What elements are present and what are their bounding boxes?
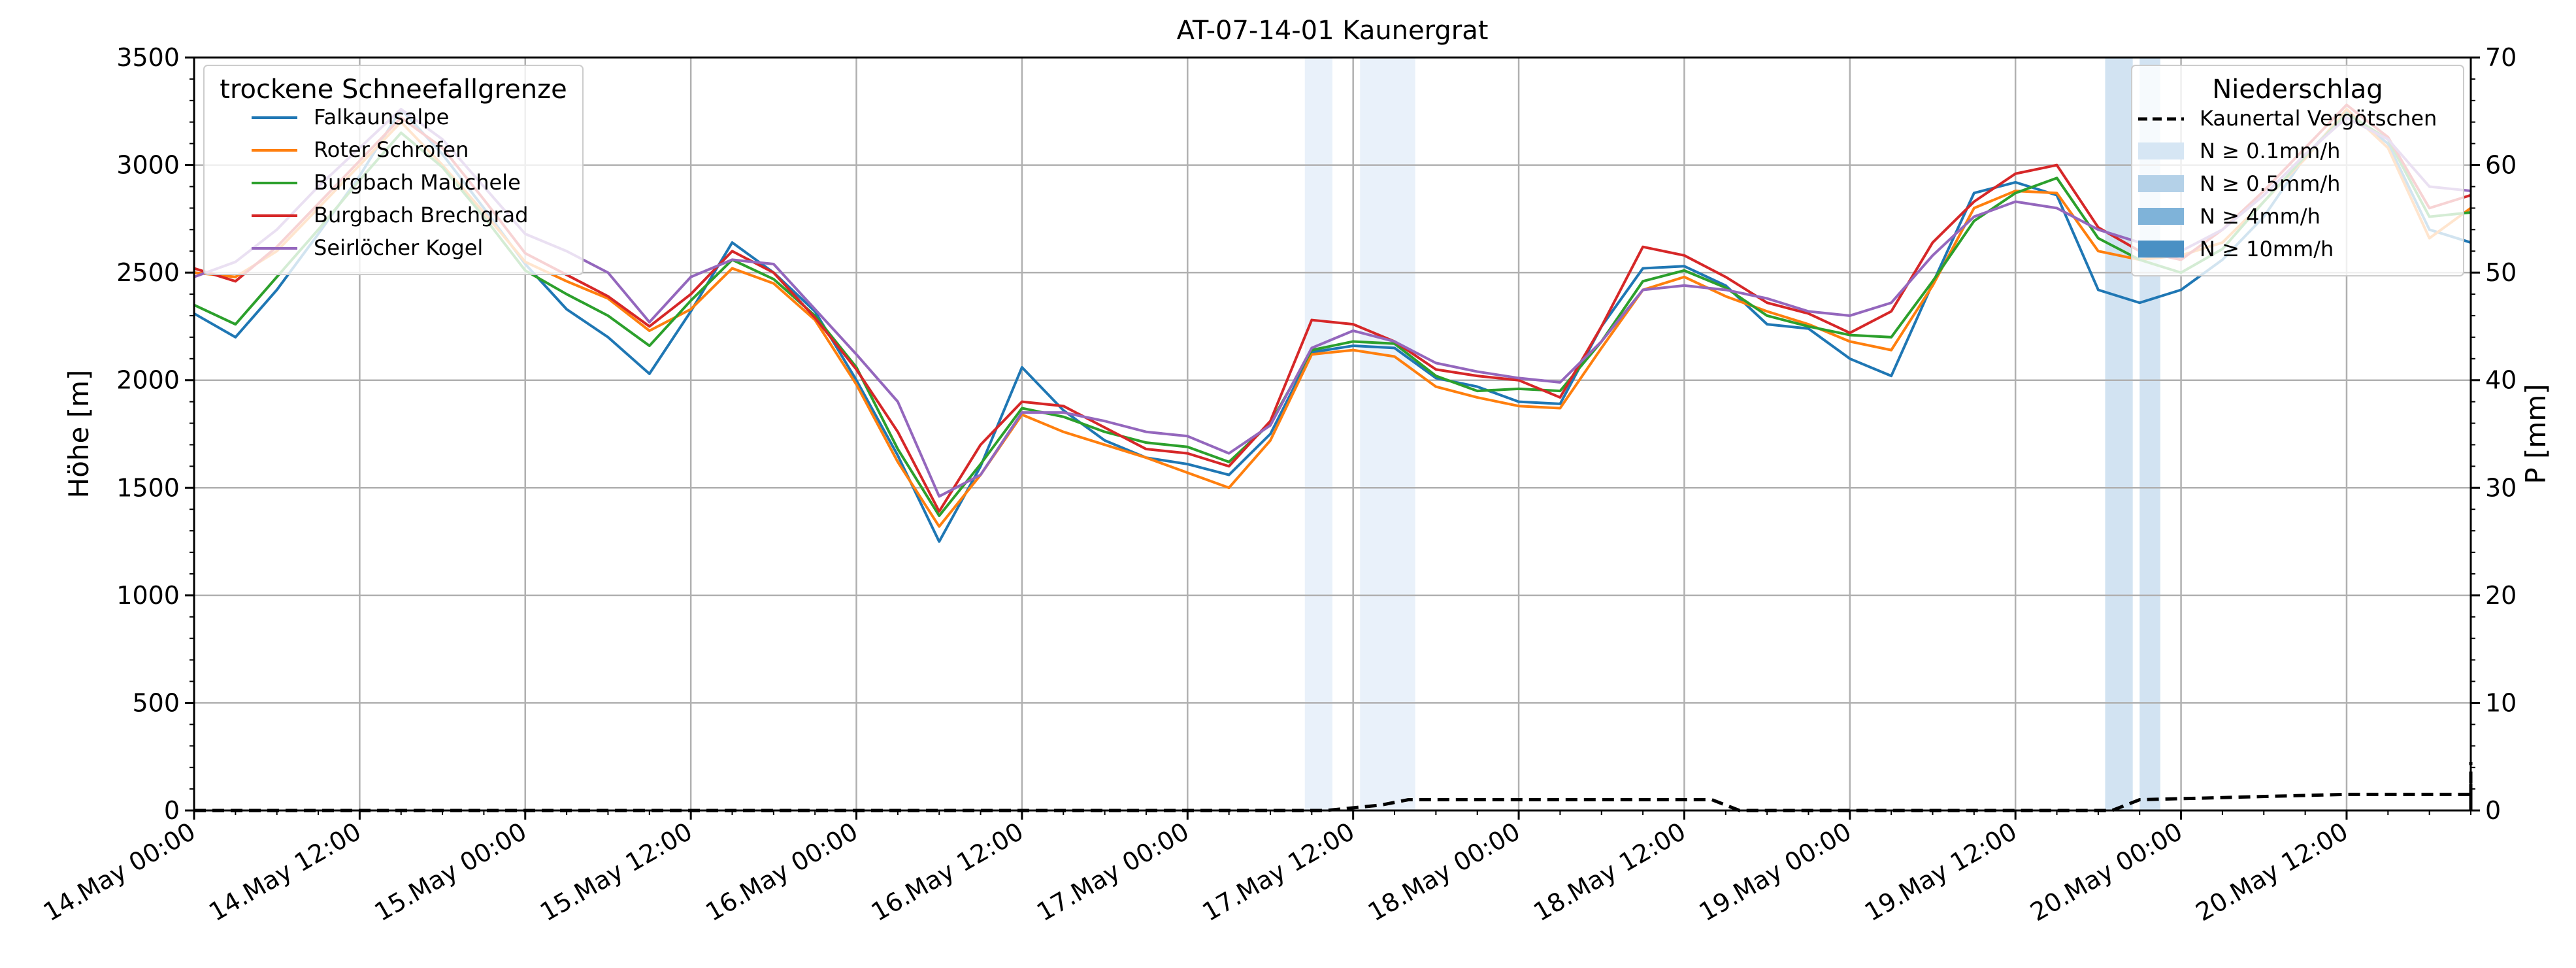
precip-band-0 [1304,58,1332,810]
y2-tick-label: 40 [2485,366,2517,395]
x-tick-label: 14.May 12:00 [204,817,366,927]
y-tick-label: 3000 [116,151,180,180]
y2-tick-label: 20 [2485,581,2517,610]
legend-label-4: Seirlöcher Kogel [314,235,483,260]
y-tick-label: 3500 [116,43,180,72]
y2-tick-label: 50 [2485,258,2517,287]
x-tick-label: 17.May 00:00 [1032,817,1194,927]
y2-axis-label: P [mm] [2520,384,2552,484]
y-tick-label: 0 [164,796,180,825]
precip-band-1 [1360,58,1415,810]
y-axis-ticks: 0 500 1000 1500 2000 2500 3000 3500 [116,43,194,825]
y2-tick-label: 70 [2485,43,2517,72]
legend-snowline-box [203,65,584,275]
series-line-falkaunsalpe [193,107,2471,543]
legend-precipitation: Niederschlag Kaunertal Vergötschen N ≥ 0.… [2131,65,2464,276]
x-tick-label: 18.May 00:00 [1363,817,1525,927]
legend-precip-label-1: N ≥ 0.1mm/h [2200,139,2340,163]
legend-precip-label-3: N ≥ 4mm/h [2200,204,2320,229]
series-line-roter-schrofen [193,107,2472,528]
y-tick-label: 2000 [116,366,180,395]
legend-precip-label-0: Kaunertal Vergötschen [2200,106,2437,131]
legend-snowline: trockene Schneefallgrenze Falkaunsalpe Ro… [203,65,584,275]
y-tick-label: 1000 [116,581,180,610]
y2-axis-ticks: 0 10 20 30 40 50 60 70 [2471,43,2517,825]
legend-precipitation-box [2131,65,2464,276]
y2-tick-label: 30 [2485,473,2517,502]
y-tick-label: 500 [132,688,180,717]
legend-snowline-title: trockene Schneefallgrenze [220,75,567,105]
legend-precip-label-2: N ≥ 0.5mm/h [2200,171,2340,196]
x-tick-label: 17.May 12:00 [1197,817,1359,927]
y2-tick-label: 60 [2485,151,2517,180]
y2-tick-label: 10 [2485,688,2517,717]
x-tick-label: 16.May 12:00 [867,817,1029,927]
y-tick-label: 1500 [116,473,180,502]
legend-label-3: Burgbach Brechgrad [314,203,528,227]
x-tick-label: 15.May 12:00 [535,817,697,927]
x-tick-label: 19.May 00:00 [1694,817,1857,927]
y-tick-label: 2500 [116,258,180,287]
legend-patch-1 [2138,142,2184,159]
x-axis-ticks: 14.May 00:00 14.May 12:00 15.May 00:00 15.M… [39,810,2471,927]
x-tick-label: 16.May 00:00 [701,817,863,927]
chart-title: AT-07-14-01 Kaunergrat [1177,16,1489,46]
x-tick-label: 19.May 12:00 [1860,817,2022,927]
x-tick-label: 20.May 00:00 [2025,817,2187,927]
series-line-burgbach-brechgrad [193,103,2471,513]
x-tick-label: 15.May 00:00 [370,817,532,927]
legend-patch-3 [2138,208,2184,225]
x-tick-label: 14.May 00:00 [39,817,201,927]
precip-band-2 [2105,58,2133,810]
legend-patch-4 [2138,241,2184,258]
legend-label-1: Roter Schrofen [314,137,469,162]
plot-frame [193,56,2472,812]
series-line-burgbach-mauchele [193,112,2471,518]
legend-precip-label-4: N ≥ 10mm/h [2200,237,2334,261]
legend-patch-2 [2138,175,2184,192]
x-tick-label: 18.May 12:00 [1528,817,1691,927]
y-axis-label: Höhe [m] [63,370,95,499]
legend-precipitation-title: Niederschlag [2212,75,2383,105]
y2-tick-label: 0 [2485,796,2501,825]
legend-label-0: Falkaunsalpe [314,105,449,129]
legend-label-2: Burgbach Mauchele [314,170,521,195]
x-tick-label: 20.May 12:00 [2191,817,2353,927]
